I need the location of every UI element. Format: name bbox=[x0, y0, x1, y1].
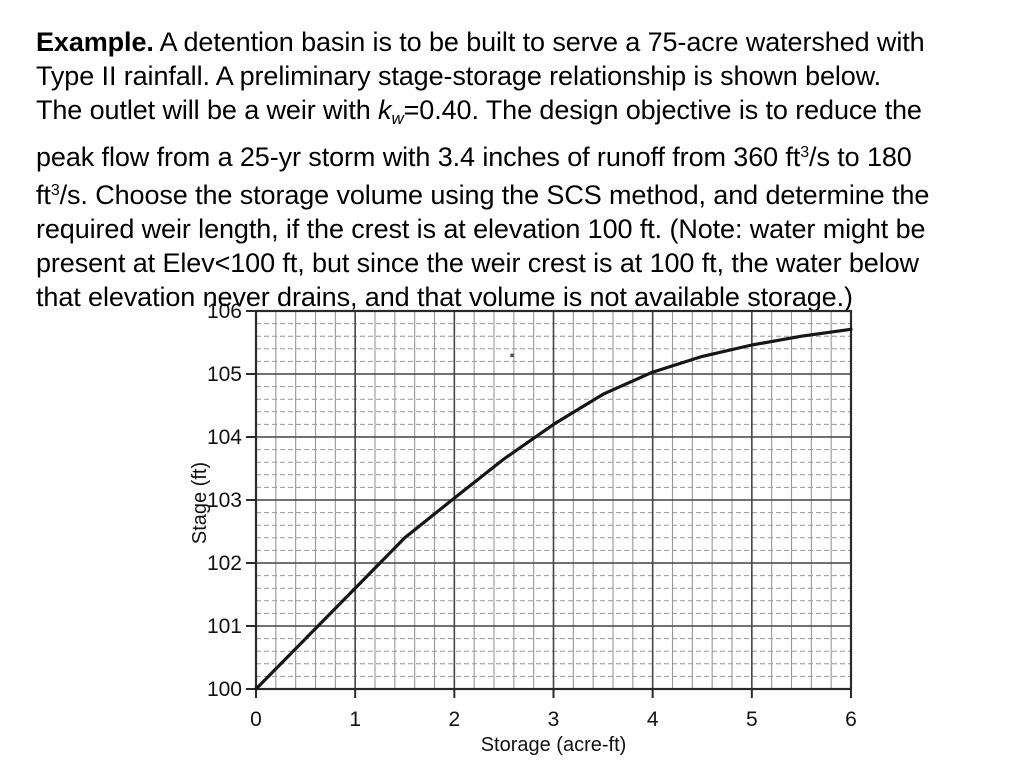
x-tick-label: 4 bbox=[647, 708, 659, 731]
problem-text-line: ft3/s. Choose the storage volume using t… bbox=[36, 180, 930, 210]
y-tick-label: 105 bbox=[207, 363, 242, 386]
x-tick-label: 2 bbox=[448, 708, 460, 731]
x-tick-label: 6 bbox=[845, 708, 857, 731]
problem-text-line: Example. A detention basin is to be buil… bbox=[36, 27, 925, 57]
x-tick-label: 0 bbox=[250, 708, 262, 731]
y-tick-label: 100 bbox=[207, 678, 242, 701]
stage-storage-curve bbox=[254, 327, 853, 691]
y-tick-label: 101 bbox=[207, 615, 242, 638]
y-tick-label: 104 bbox=[207, 426, 242, 449]
x-tick-label: 3 bbox=[548, 708, 560, 731]
problem-text-line: that elevation never drains, and that vo… bbox=[36, 282, 853, 312]
stage-storage-chart: 0 1 2 3 4 5 6 100 101 102 103 104 105 106 Storage (acr… bbox=[160, 296, 880, 770]
problem-text-line: required weir length, if the crest is at… bbox=[36, 214, 926, 244]
problem-text-line: peak flow from a 25-yr storm with 3.4 in… bbox=[36, 142, 912, 172]
x-tick-label: 1 bbox=[349, 708, 361, 731]
stage-storage-plot: 0 1 2 3 4 5 6 100 101 102 103 104 105 106 Storage (acr… bbox=[189, 300, 857, 756]
problem-statement: Example. A detention basin is to be buil… bbox=[36, 25, 996, 314]
problem-text-line: Type II rainfall. A preliminary stage-st… bbox=[36, 61, 882, 91]
scan-speck bbox=[510, 353, 514, 358]
problem-text-line: The outlet will be a weir with kw=0.40. … bbox=[36, 95, 922, 128]
problem-text-line: present at Elev<100 ft, but since the we… bbox=[36, 248, 919, 278]
y-tick-label: 106 bbox=[207, 300, 242, 323]
x-tick-label: 5 bbox=[746, 708, 758, 731]
x-axis-title: Storage (acre-ft) bbox=[481, 734, 627, 756]
y-tick-label: 102 bbox=[207, 552, 242, 575]
y-axis-title: Stage (ft) bbox=[189, 462, 211, 544]
y-tick-label: 103 bbox=[207, 489, 242, 512]
